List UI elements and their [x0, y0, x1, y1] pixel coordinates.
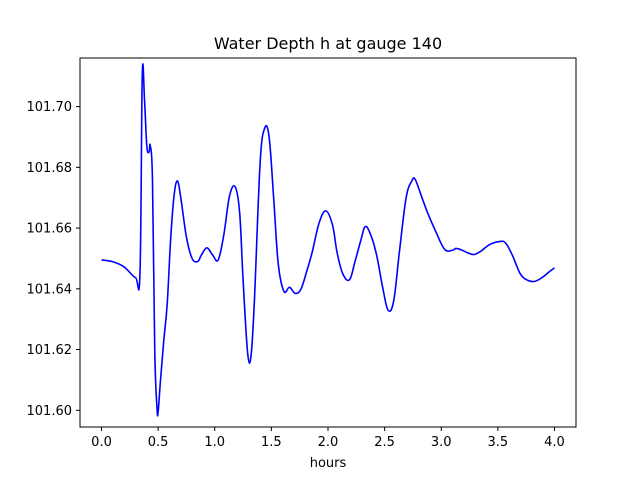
x-axis: 0.0 0.5 1.0 1.5 2.0 2.5 3.0 3.5 4.0 — [91, 427, 565, 450]
x-tick-label: 1.5 — [261, 435, 282, 450]
y-tick-label: 101.70 — [27, 100, 73, 115]
x-tick-label: 0.0 — [91, 435, 112, 450]
y-tick-label: 101.60 — [27, 404, 73, 419]
series-layer — [101, 63, 555, 417]
y-tick-label: 101.64 — [27, 282, 73, 297]
x-tick-label: 3.0 — [431, 435, 452, 450]
y-tick-label: 101.68 — [27, 161, 73, 176]
y-axis: 101.60 101.62 101.64 101.66 101.68 101.70 — [27, 100, 80, 419]
y-tick-label: 101.62 — [27, 343, 73, 358]
x-tick-label: 2.5 — [374, 435, 395, 450]
x-axis-label: hours — [310, 456, 347, 471]
x-tick-label: 0.5 — [148, 435, 169, 450]
x-tick-label: 1.0 — [204, 435, 225, 450]
plot-area — [80, 58, 576, 427]
x-tick-label: 3.5 — [488, 435, 509, 450]
y-tick-label: 101.66 — [27, 222, 73, 237]
x-tick-label: 4.0 — [544, 435, 565, 450]
x-tick-label: 2.0 — [318, 435, 339, 450]
series-line-0 — [101, 63, 555, 417]
chart-title: Water Depth h at gauge 140 — [214, 34, 442, 53]
